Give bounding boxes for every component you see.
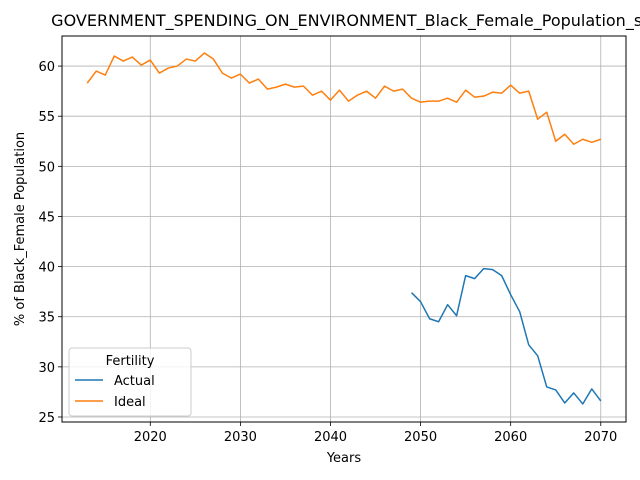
- y-tick-label: 40: [38, 261, 55, 276]
- plot-frame: [61, 35, 627, 423]
- x-tick-label: 2040: [314, 430, 347, 445]
- series-line-ideal: [86, 52, 602, 146]
- y-tick-label: 60: [38, 60, 55, 75]
- series-lines: [86, 52, 602, 405]
- y-tick-label: 55: [38, 110, 55, 125]
- legend: Fertility Actual Ideal: [68, 347, 192, 417]
- x-tick-label: 2020: [134, 430, 167, 445]
- legend-label-ideal: Ideal: [114, 395, 146, 410]
- x-tick-label: 2060: [494, 430, 527, 445]
- y-tick-label: 35: [38, 311, 55, 326]
- y-tick-label: 25: [38, 411, 55, 426]
- legend-label-actual: Actual: [114, 374, 155, 389]
- y-tick-label: 45: [38, 210, 55, 225]
- y-tick-label: 50: [38, 160, 55, 175]
- y-axis-label: % of Black_Female Population: [13, 132, 28, 326]
- x-tick-label: 2050: [404, 430, 437, 445]
- x-tick-label: 2070: [584, 430, 617, 445]
- chart-title: GOVERNMENT_SPENDING_ON_ENVIRONMENT_Black…: [51, 11, 640, 31]
- axis-ticks: 2020 2030 2040 2050 2060 2070 25 30 35 40 45 50 55 60: [38, 60, 617, 445]
- legend-box: [68, 347, 192, 417]
- x-axis-label: Years: [326, 451, 362, 466]
- series-line-actual: [411, 267, 602, 405]
- y-tick-label: 30: [38, 361, 55, 376]
- x-tick-label: 2030: [224, 430, 257, 445]
- legend-title: Fertility: [106, 354, 155, 369]
